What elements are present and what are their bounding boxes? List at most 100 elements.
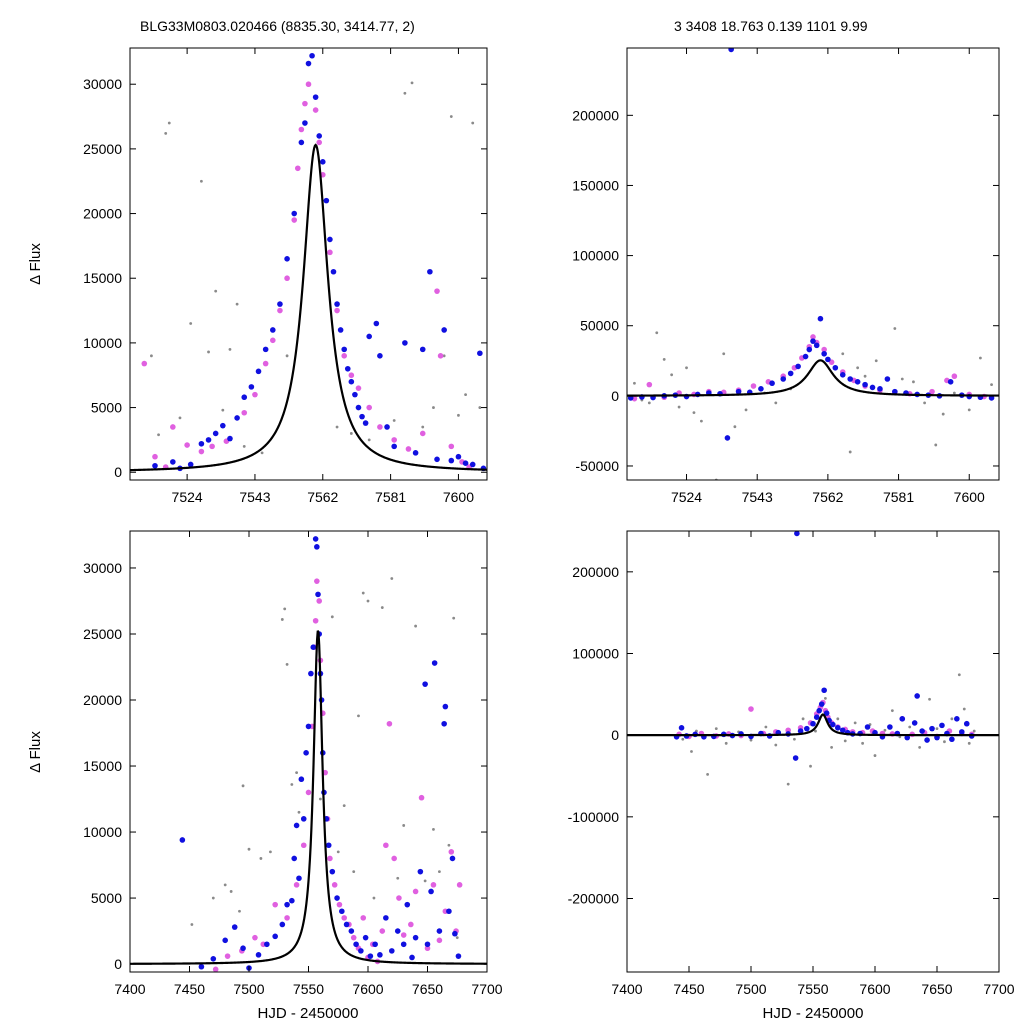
data-point [269,850,272,854]
data-point [412,888,419,895]
x-tick-label: 7562 [812,489,843,505]
data-point [359,413,365,420]
y-tick-label: 100000 [572,646,619,662]
data-point [814,729,817,733]
data-point [678,725,685,731]
data-point [305,60,312,67]
data-point [355,385,362,391]
data-point [883,728,887,732]
data-point [360,915,367,921]
data-point [228,347,232,351]
data-point [348,372,355,379]
data-point [303,750,309,756]
data-point [403,91,407,95]
data-point [442,703,449,710]
series-gray [681,673,976,786]
data-point [316,133,323,139]
data-point [447,843,451,847]
x-tick-label: 7450 [174,981,205,997]
data-point [295,771,298,775]
x-tick-label: 7650 [921,981,952,997]
data-point [325,842,332,849]
data-point [200,179,203,183]
data-point [908,725,912,729]
data-point [424,945,431,952]
x-tick-label: 7400 [114,981,145,997]
y-tick-label: 0 [611,388,619,404]
data-point [336,850,340,854]
data-point [817,315,824,322]
data-point [377,424,383,430]
y-tick-label: 50000 [580,318,619,334]
data-point [911,720,918,726]
plot-area [130,531,487,972]
data-point [352,391,358,398]
data-point [924,737,930,743]
data-point [722,352,726,356]
data-point [655,331,659,335]
data-point [409,954,415,961]
series-gray [190,577,459,940]
data-point [714,727,718,731]
data-point [305,81,312,88]
data-point [310,644,317,650]
data-point [890,709,894,713]
data-point [400,941,407,948]
data-point [184,442,190,448]
data-point [157,433,160,437]
data-point [455,936,459,940]
data-point [260,451,264,455]
data-point [835,725,841,731]
data-point [312,107,319,113]
data-point [152,453,158,460]
data-point [700,419,703,423]
plot-area [627,531,999,786]
plot-frame [626,47,1000,481]
data-point [436,937,443,944]
data-point [810,720,816,727]
data-point [358,948,364,954]
data-point [794,531,800,537]
data-point [284,901,290,908]
data-point [262,346,269,353]
x-tick-label: 7524 [172,489,203,505]
data-point [941,412,945,416]
data-point [323,197,330,204]
data-point [750,383,757,389]
data-point [887,724,893,730]
data-point [478,406,482,409]
data-point [749,738,753,742]
x-tick-label: 7581 [883,489,914,505]
data-point [221,408,225,412]
data-point [432,406,435,409]
data-point [780,376,787,382]
data-point [167,121,171,125]
x-tick-label: 7500 [233,981,264,997]
data-point [430,882,437,888]
data-point [238,909,241,913]
data-point [164,131,168,135]
data-point [311,48,314,49]
data-point [919,728,925,734]
data-point [255,952,262,958]
data-point [211,896,215,900]
data-point [821,350,827,357]
data-point [797,728,804,734]
data-point [212,966,219,972]
data-point [198,963,205,970]
data-point [843,739,847,743]
data-point [801,717,805,721]
data-point [904,734,911,741]
data-point [793,737,796,741]
fit-curve [627,359,999,397]
data-point [848,450,852,454]
y-tick-label: 5000 [91,400,122,416]
data-point [222,937,228,944]
data-point [235,302,239,306]
data-point [690,750,693,753]
data-point [677,405,681,409]
y-tick-label: 10000 [83,335,122,351]
data-point [424,941,431,948]
data-point [293,882,300,888]
data-point [412,450,419,456]
